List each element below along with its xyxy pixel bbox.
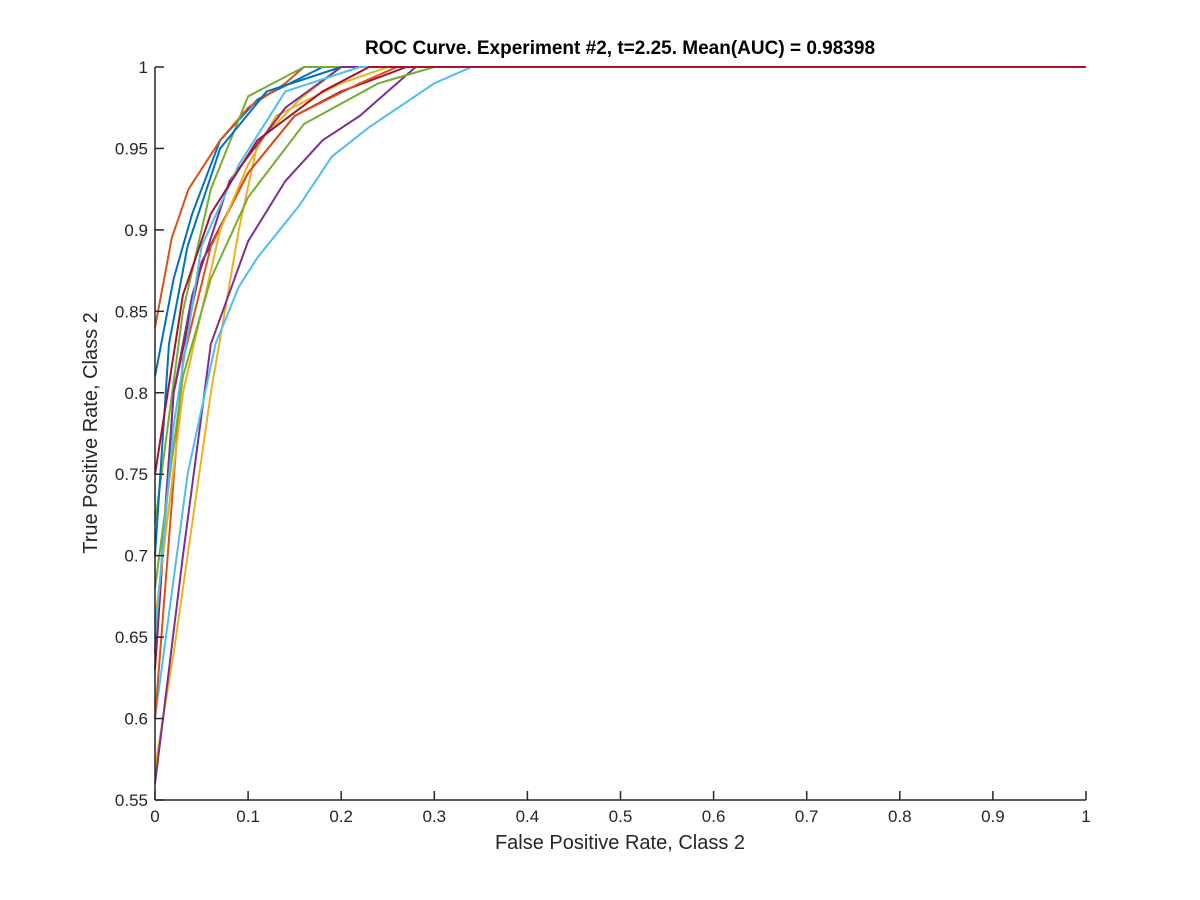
roc-series-10 — [154, 66, 1086, 621]
x-tick-label: 0.6 — [702, 807, 726, 826]
roc-series-4 — [154, 66, 1086, 784]
roc-series-6 — [154, 66, 1086, 719]
roc-series-8 — [154, 66, 1086, 556]
chart-title: ROC Curve. Experiment #2, t=2.25. Mean(A… — [365, 38, 875, 59]
roc-series-9 — [154, 66, 1086, 719]
x-axis-label: False Positive Rate, Class 2 — [495, 832, 745, 854]
y-tick-label: 0.6 — [124, 710, 148, 729]
x-tick-label: 0.7 — [795, 807, 819, 826]
y-tick-label: 0.95 — [115, 139, 148, 158]
x-tick-label: 0 — [150, 807, 159, 826]
y-tick-label: 0.75 — [115, 465, 148, 484]
x-tick-label: 0.5 — [609, 807, 633, 826]
x-tick-label: 1 — [1081, 807, 1090, 826]
series-lines — [154, 66, 1086, 784]
roc-series-13 — [154, 66, 1086, 638]
x-tick-label: 0.2 — [329, 807, 353, 826]
roc-series-7 — [154, 66, 1086, 670]
roc-series-12 — [154, 66, 1086, 589]
y-tick-label: 0.8 — [124, 384, 148, 403]
roc-series-14 — [154, 66, 1086, 475]
x-tick-label: 0.8 — [888, 807, 912, 826]
x-tick-label: 0.4 — [516, 807, 540, 826]
y-tick-label: 0.55 — [115, 791, 148, 810]
x-tick-label: 0.9 — [981, 807, 1005, 826]
y-tick-label: 0.9 — [124, 221, 148, 240]
y-tick-label: 0.7 — [124, 547, 148, 566]
y-tick-label: 0.85 — [115, 302, 148, 321]
x-tick-label: 0.1 — [236, 807, 260, 826]
y-tick-label: 0.65 — [115, 628, 148, 647]
axes: 0 0.1 0.2 0.3 0.4 0.5 0.6 0.7 0.8 0.9 1 0.55 0.6 0.65… — [115, 58, 1091, 826]
y-axis-label: True Positive Rate, Class 2 — [80, 312, 102, 554]
roc-series-11 — [154, 66, 1086, 654]
x-tick-label: 0.3 — [422, 807, 446, 826]
y-tick-label: 1 — [139, 58, 148, 77]
